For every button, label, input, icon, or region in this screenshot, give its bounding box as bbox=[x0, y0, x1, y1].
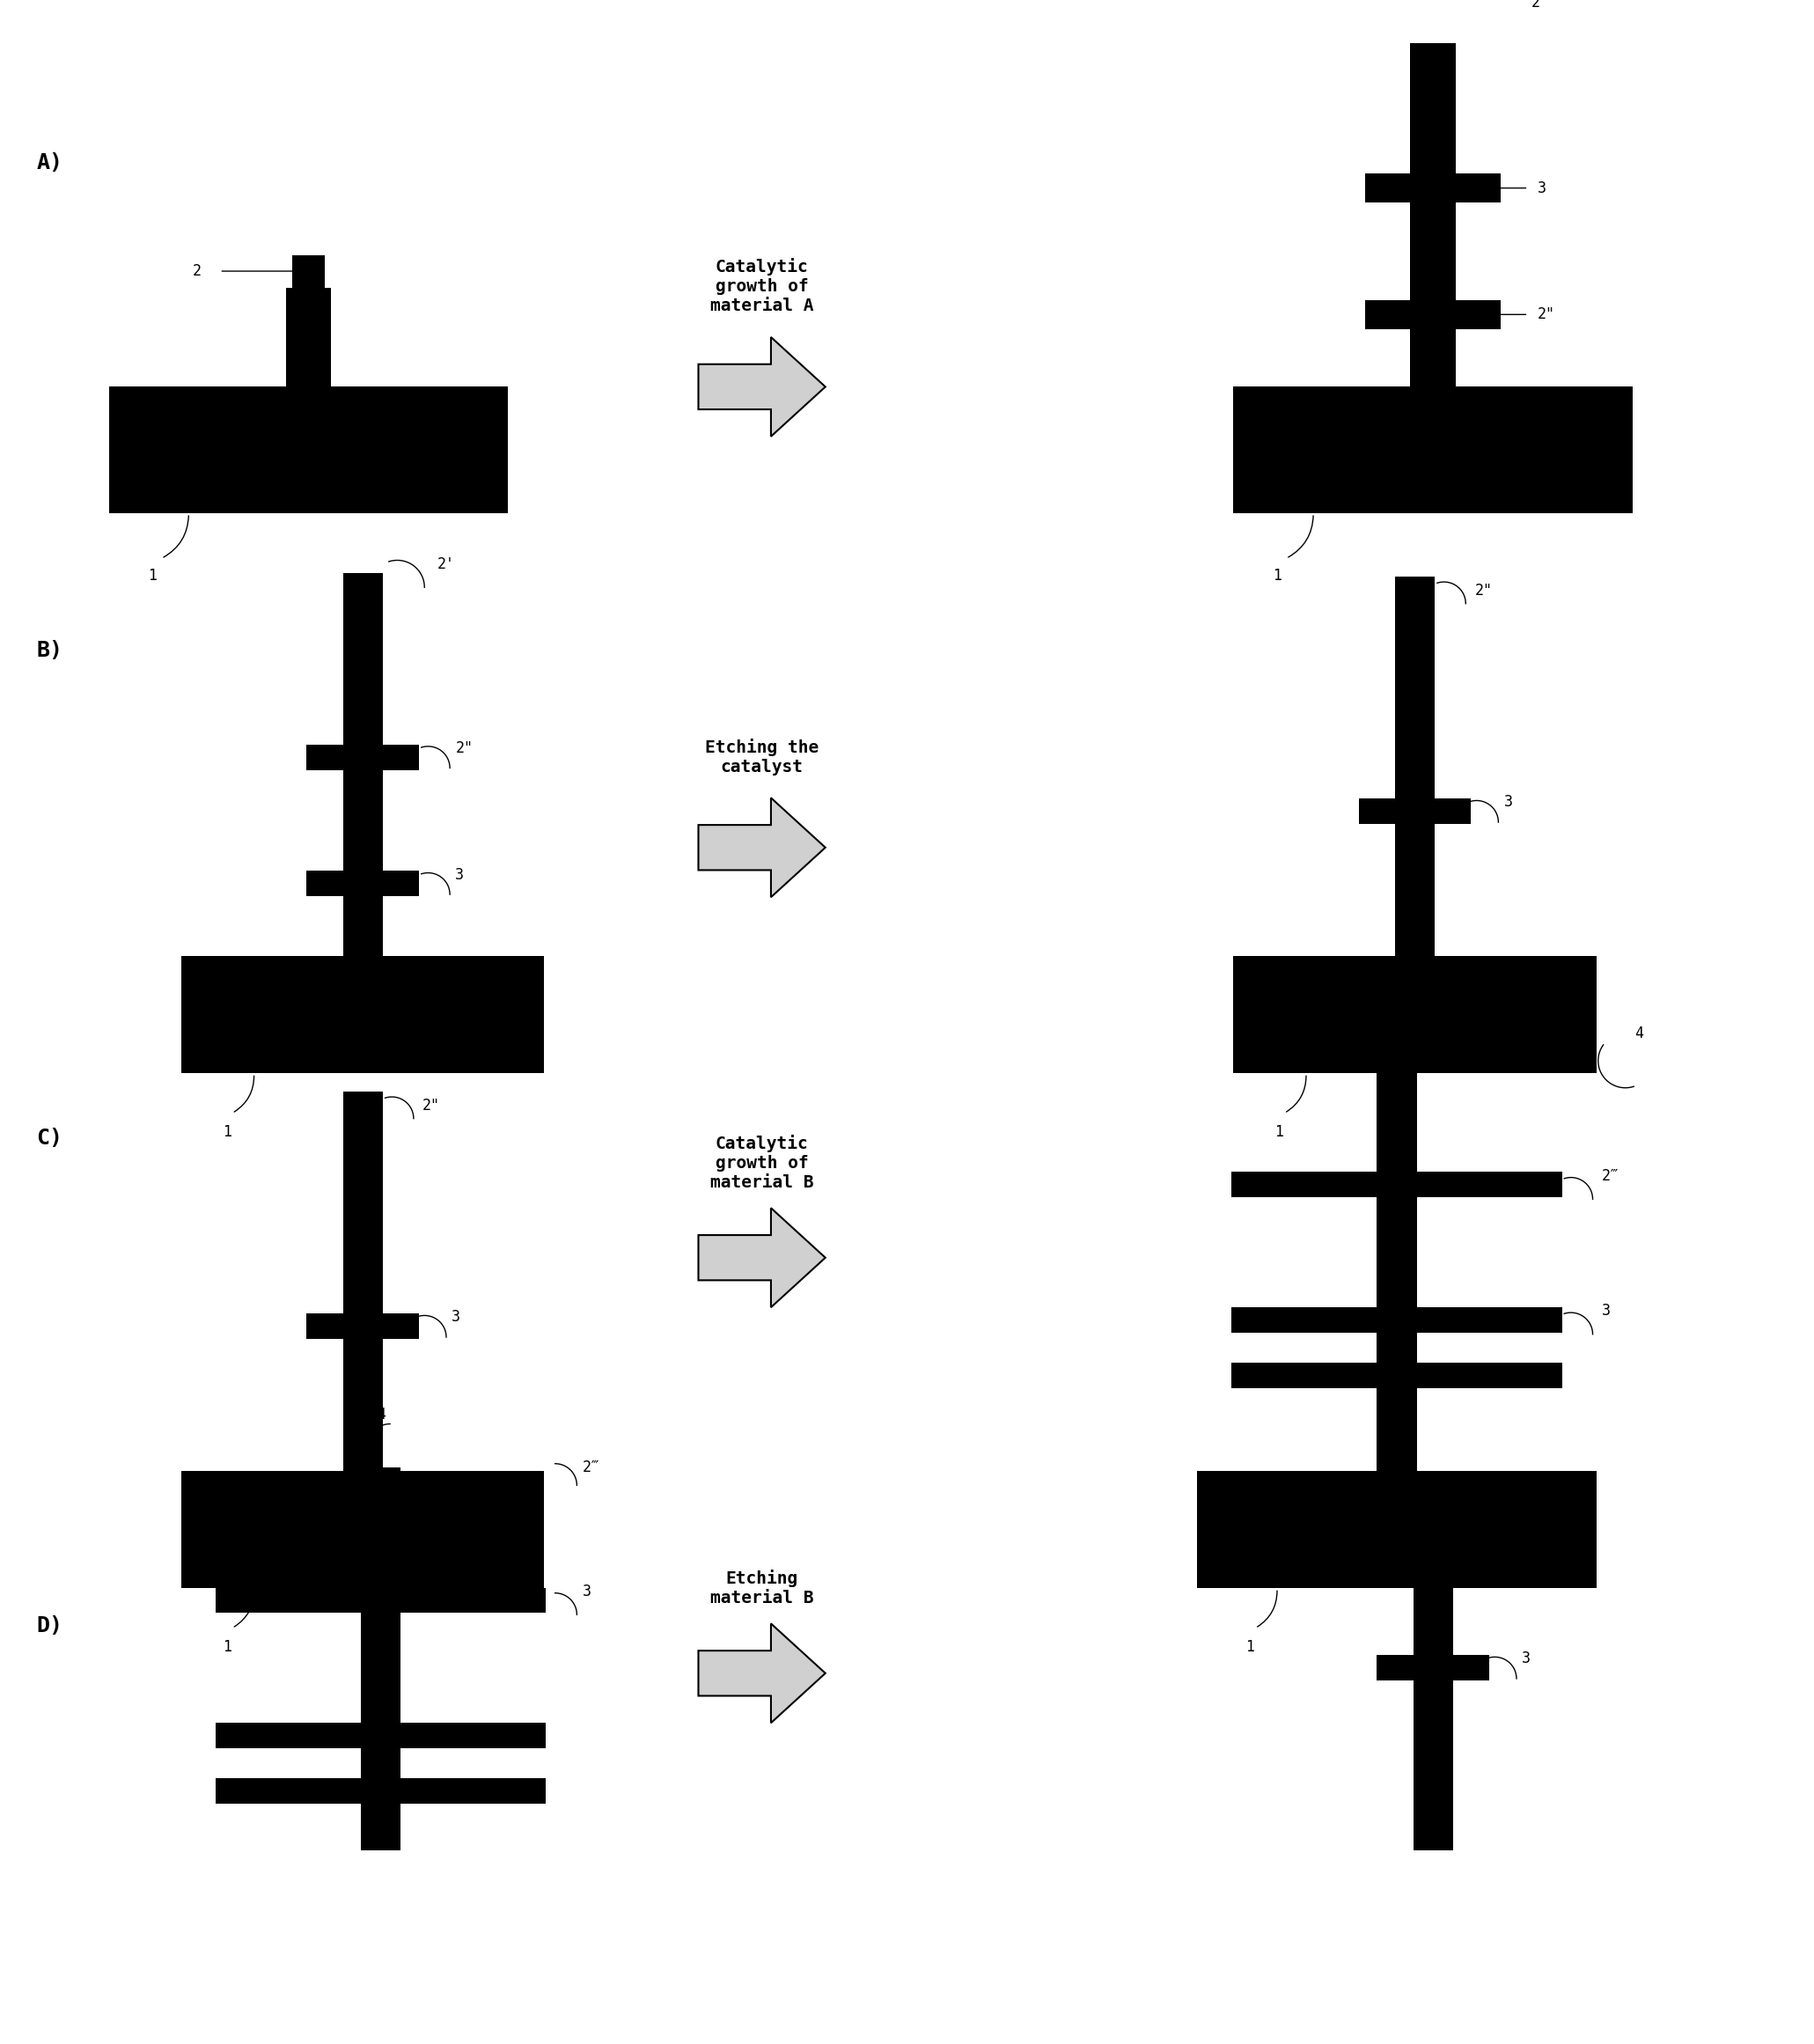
Bar bbox=[1395, 595, 1435, 957]
Polygon shape bbox=[698, 1208, 825, 1308]
Text: 1: 1 bbox=[1273, 568, 1281, 583]
Bar bbox=[307, 744, 419, 771]
Text: 3: 3 bbox=[452, 1310, 461, 1325]
Polygon shape bbox=[698, 1623, 825, 1723]
Bar bbox=[1417, 0, 1449, 25]
Text: 3: 3 bbox=[1538, 180, 1546, 196]
Text: 2": 2" bbox=[1475, 583, 1493, 599]
Bar bbox=[361, 1468, 401, 1488]
Text: 3: 3 bbox=[1504, 795, 1513, 809]
Bar bbox=[1234, 957, 1596, 1073]
Text: 3: 3 bbox=[1602, 1302, 1611, 1318]
Text: Catalytic
growth of
material B: Catalytic growth of material B bbox=[709, 1134, 814, 1192]
Bar bbox=[216, 1723, 361, 1748]
Text: Catalytic
growth of
material A: Catalytic growth of material A bbox=[709, 258, 814, 315]
Bar bbox=[285, 288, 330, 386]
Bar bbox=[1413, 1488, 1453, 1887]
Bar bbox=[343, 1110, 383, 1472]
Text: 1: 1 bbox=[1246, 1639, 1253, 1656]
Text: 1: 1 bbox=[1275, 1124, 1282, 1141]
Text: D): D) bbox=[36, 1615, 63, 1637]
Bar bbox=[1377, 1053, 1417, 1073]
Bar bbox=[307, 1314, 419, 1339]
Text: 2": 2" bbox=[423, 1098, 441, 1114]
Bar bbox=[1232, 1171, 1377, 1198]
Bar bbox=[401, 1588, 546, 1613]
Bar bbox=[1197, 1472, 1596, 1588]
Text: 3: 3 bbox=[1522, 1652, 1531, 1666]
Bar bbox=[307, 871, 419, 897]
Text: 2': 2' bbox=[1531, 0, 1549, 10]
Bar bbox=[216, 1588, 361, 1613]
Bar bbox=[1395, 576, 1435, 595]
Text: 4: 4 bbox=[1634, 1026, 1643, 1042]
Text: 2': 2' bbox=[437, 556, 455, 572]
Text: 3: 3 bbox=[455, 867, 464, 883]
Bar bbox=[1417, 1363, 1562, 1388]
Bar bbox=[343, 1091, 383, 1110]
Text: Etching
material B: Etching material B bbox=[709, 1570, 814, 1607]
Text: 1: 1 bbox=[223, 1639, 230, 1656]
Text: 4: 4 bbox=[377, 1406, 385, 1423]
Bar bbox=[401, 1778, 546, 1803]
Bar bbox=[1359, 799, 1471, 824]
Bar bbox=[1417, 1308, 1562, 1333]
Text: A): A) bbox=[36, 151, 63, 174]
Text: C): C) bbox=[36, 1128, 63, 1149]
Bar bbox=[109, 386, 508, 513]
Bar bbox=[1417, 1171, 1562, 1198]
Bar bbox=[1377, 1656, 1489, 1680]
Text: 2": 2" bbox=[455, 740, 473, 756]
Bar bbox=[1377, 1073, 1417, 1472]
Text: 2‴: 2‴ bbox=[582, 1459, 600, 1476]
Text: 2‴: 2‴ bbox=[1602, 1167, 1620, 1183]
Bar bbox=[1234, 1887, 1633, 2003]
Text: 2: 2 bbox=[192, 264, 201, 280]
Text: 2": 2" bbox=[1538, 307, 1555, 323]
Polygon shape bbox=[698, 797, 825, 897]
Bar bbox=[1366, 300, 1502, 329]
Bar bbox=[292, 256, 325, 288]
Bar bbox=[216, 1778, 361, 1803]
Bar bbox=[1366, 174, 1502, 202]
Bar bbox=[181, 957, 544, 1073]
Bar bbox=[343, 572, 383, 595]
Bar bbox=[181, 1887, 580, 2003]
Bar bbox=[343, 595, 383, 957]
Bar bbox=[401, 1723, 546, 1748]
Text: B): B) bbox=[36, 640, 63, 660]
Bar bbox=[1411, 25, 1457, 386]
Bar bbox=[361, 1488, 401, 1887]
Bar bbox=[1234, 386, 1633, 513]
Text: Etching the
catalyst: Etching the catalyst bbox=[706, 738, 818, 775]
Text: 1: 1 bbox=[149, 568, 156, 583]
Text: 3: 3 bbox=[582, 1584, 591, 1598]
Polygon shape bbox=[698, 337, 825, 437]
Text: 1: 1 bbox=[223, 1124, 230, 1141]
Bar bbox=[1232, 1363, 1377, 1388]
Bar bbox=[181, 1472, 544, 1588]
Bar bbox=[1232, 1308, 1377, 1333]
